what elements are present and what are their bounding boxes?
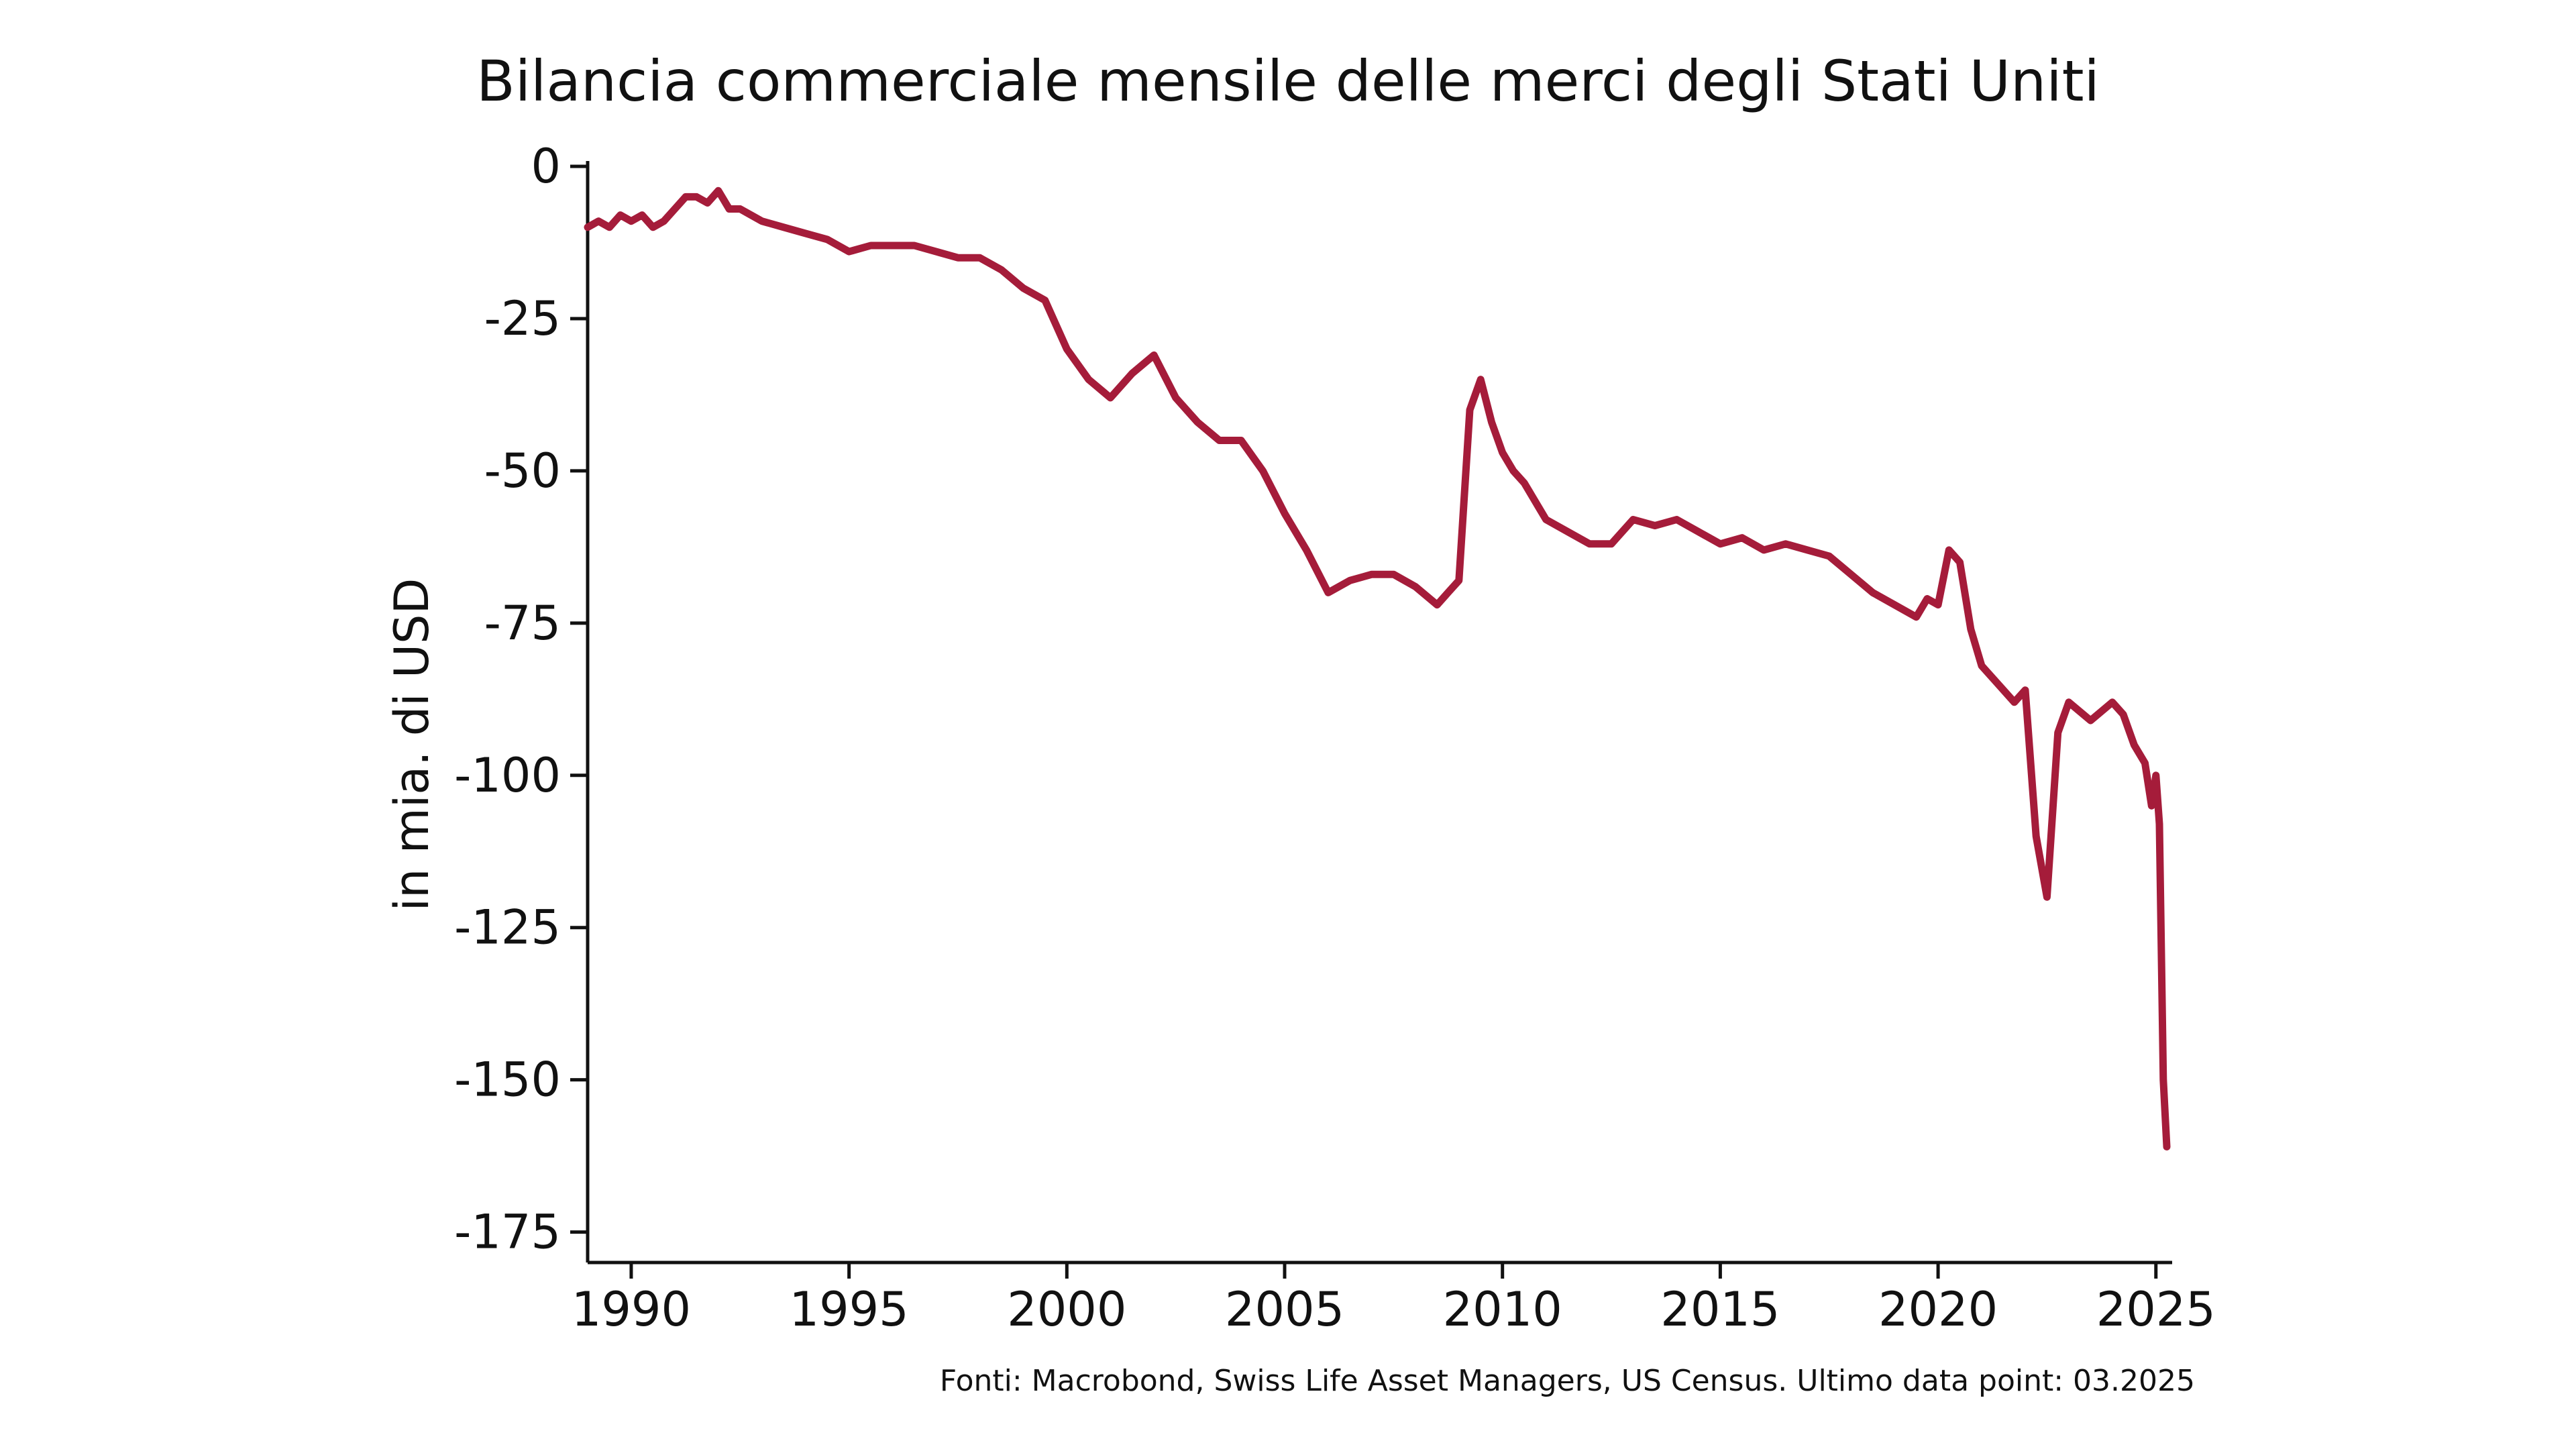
x-tick-label: 2025	[2096, 1282, 2216, 1337]
x-tick-label: 2010	[1443, 1282, 1562, 1337]
source-note: Fonti: Macrobond, Swiss Life Asset Manag…	[940, 1364, 2195, 1398]
y-tick-label: -75	[484, 596, 561, 651]
y-axis-ticks: 0 -25 -50 -75 -100 -125 -150 -175	[454, 139, 588, 1260]
y-tick-label: -25	[484, 291, 561, 346]
x-tick-label: 2015	[1660, 1282, 1780, 1337]
series-layer	[584, 186, 2171, 1150]
y-tick-label: -125	[454, 900, 561, 955]
series-line	[584, 186, 2171, 1150]
y-tick-label: 0	[531, 139, 561, 194]
x-tick-label: 2000	[1007, 1282, 1126, 1337]
x-tick-label: 2005	[1225, 1282, 1344, 1337]
y-tick-label: -100	[454, 748, 561, 803]
x-tick-label: 1990	[572, 1282, 691, 1337]
x-tick-label: 2020	[1878, 1282, 1998, 1337]
chart-title: Bilancia commerciale mensile delle merci…	[476, 48, 2100, 114]
y-tick-label: -150	[454, 1053, 561, 1108]
x-axis-ticks: 1990 1995 2000 2005 2010 2015 2020 2025	[572, 1263, 2216, 1337]
x-tick-label: 1995	[790, 1282, 909, 1337]
y-axis-label: in mia. di USD	[384, 578, 439, 912]
y-tick-label: -50	[484, 443, 561, 498]
y-tick-label: -175	[454, 1205, 561, 1260]
